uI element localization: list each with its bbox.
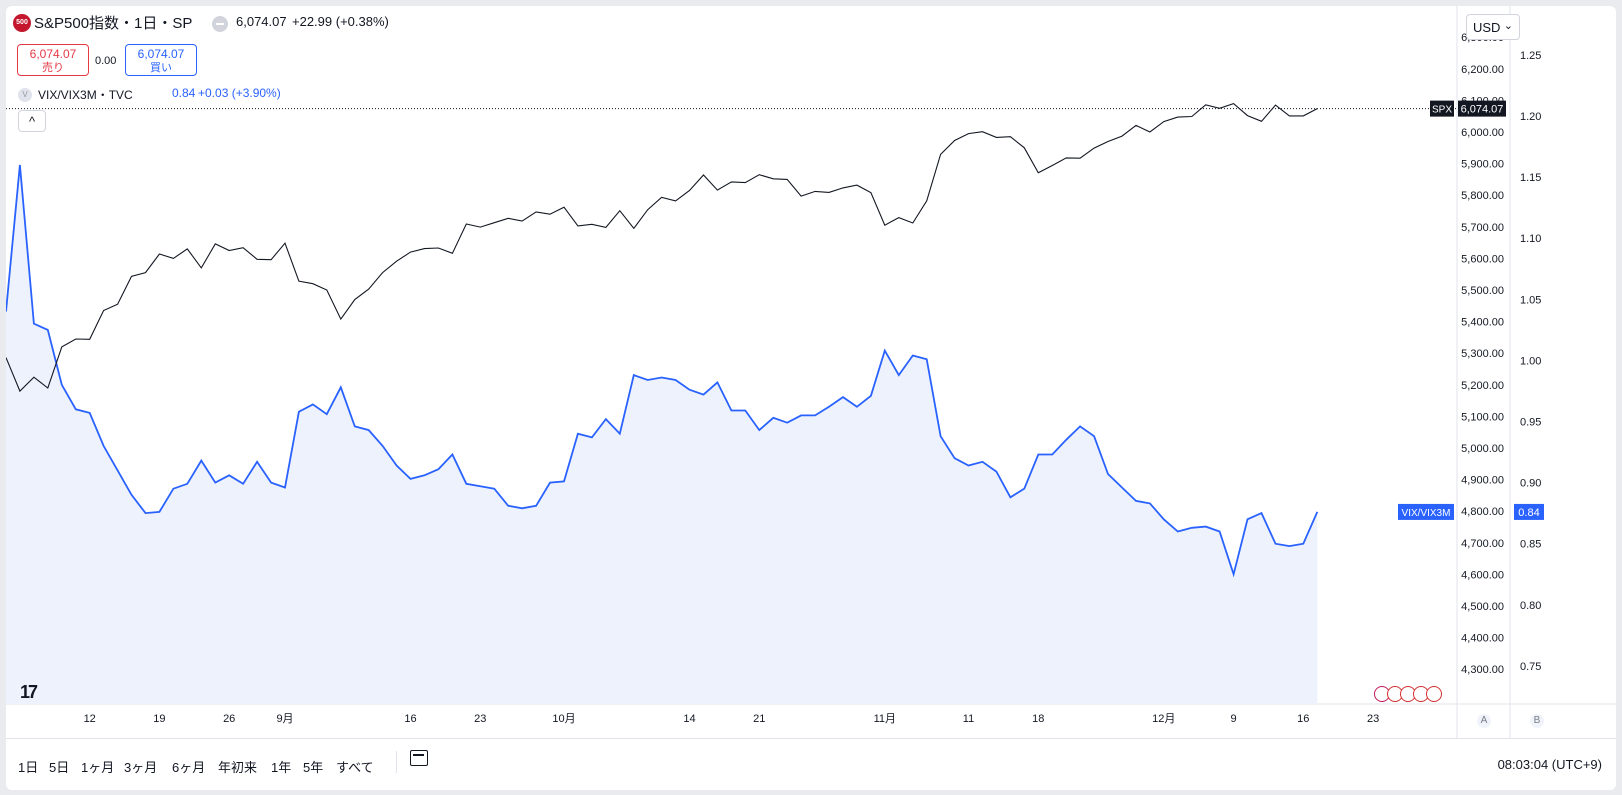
right-axis-tick-label: 1.25 xyxy=(1520,50,1541,62)
compare-change: +0.03 (+3.90%) xyxy=(198,86,281,100)
chevron-down-icon: ⌄ xyxy=(1503,20,1513,32)
x-axis-tick-label: 23 xyxy=(1367,713,1379,725)
x-axis-tick-label: 14 xyxy=(683,713,695,725)
left-axis-tick-label: 5,800.00 xyxy=(1461,190,1504,202)
right-axis-tick-label: 1.05 xyxy=(1520,294,1541,306)
left-axis-tick-label: 5,400.00 xyxy=(1461,317,1504,329)
right-axis-tick-label: 0.85 xyxy=(1520,539,1541,551)
x-axis-tick-label: 23 xyxy=(474,713,486,725)
spx-series-line xyxy=(6,102,1318,393)
vix-name-badge-label: VIX/VIX3M xyxy=(1402,508,1451,519)
left-axis-tick-label: 6,000.00 xyxy=(1461,127,1504,139)
last-price: 6,074.07 xyxy=(236,14,287,29)
buy-price: 6,074.07 xyxy=(137,47,185,61)
right-axis-tick-label: 0.80 xyxy=(1520,600,1541,612)
toolbar-divider xyxy=(396,751,397,773)
x-axis-tick-label: 16 xyxy=(1297,713,1309,725)
chart-window: 6,300.006,200.006,100.006,000.005,900.00… xyxy=(6,6,1616,790)
vix-value-badge xyxy=(1514,503,1544,520)
chart-canvas[interactable]: 6,300.006,200.006,100.006,000.005,900.00… xyxy=(6,6,1616,738)
left-axis-tick-label: 5,000.00 xyxy=(1461,443,1504,455)
x-axis-tick-label: 11 xyxy=(963,713,974,725)
axis-button-a[interactable]: A xyxy=(1477,714,1491,728)
left-axis-tick-label: 5,500.00 xyxy=(1461,285,1504,297)
range-button-8[interactable]: すべて xyxy=(336,760,374,775)
x-axis-tick-label: 12月 xyxy=(1152,713,1175,725)
x-axis-tick-label: 19 xyxy=(153,713,165,725)
compare-symbol-icon: V xyxy=(18,88,32,102)
symbol-logo-icon: 500 xyxy=(13,14,31,32)
right-axis-tick-label: 1.10 xyxy=(1520,233,1541,245)
range-button-2[interactable]: 1ヶ月 xyxy=(81,760,115,775)
left-axis-tick-label: 4,500.00 xyxy=(1461,601,1504,613)
compare-value: 0.84 xyxy=(172,86,196,100)
right-axis-tick-label: 1.15 xyxy=(1520,172,1541,184)
x-axis-tick-label: 21 xyxy=(753,713,765,725)
currency-label: USD xyxy=(1473,20,1501,35)
symbol-title[interactable]: S&P500指数・1日・SP xyxy=(34,15,193,32)
vix-series-line xyxy=(6,164,1319,578)
x-axis-tick-label: 9月 xyxy=(276,713,293,725)
left-axis-tick-label: 5,700.00 xyxy=(1461,222,1504,234)
left-axis-tick-label: 4,700.00 xyxy=(1461,538,1504,550)
collapse-legend-button[interactable]: ^ xyxy=(18,110,46,132)
range-button-6[interactable]: 1年 xyxy=(271,760,292,775)
left-axis-tick-label: 5,300.00 xyxy=(1461,348,1504,360)
clock[interactable]: 08:03:04 (UTC+9) xyxy=(1497,757,1602,772)
tradingview-logo-icon[interactable]: 17 xyxy=(20,682,38,702)
spx-price-badge xyxy=(1458,100,1506,117)
spx-name-badge-label: SPX xyxy=(1432,105,1452,116)
currency-select[interactable]: USD ⌄ xyxy=(1466,14,1520,40)
price-change: +22.99 (+0.38%) xyxy=(292,14,389,29)
range-button-1[interactable]: 5日 xyxy=(49,760,70,775)
spx-price-badge-label: 6,074.07 xyxy=(1461,104,1504,116)
vix-value-badge-label: 0.84 xyxy=(1518,507,1539,519)
sell-label: 売り xyxy=(42,62,64,74)
range-button-4[interactable]: 6ヶ月 xyxy=(172,760,206,775)
calendar-icon[interactable] xyxy=(410,750,428,766)
x-axis-tick-label: 11月 xyxy=(874,713,896,725)
vix-name-badge xyxy=(1398,503,1454,520)
buy-button[interactable]: 6,074.07 買い xyxy=(125,44,197,76)
left-axis-tick-label: 4,300.00 xyxy=(1461,664,1504,676)
us-flag-event-icon[interactable] xyxy=(1426,686,1442,702)
hide-eye-icon[interactable] xyxy=(212,16,228,32)
x-axis-tick-label: 9 xyxy=(1231,713,1237,725)
x-axis-tick-label: 18 xyxy=(1032,713,1044,725)
vix-area-fill xyxy=(6,164,1318,704)
left-axis-tick-label: 5,600.00 xyxy=(1461,253,1504,265)
range-button-7[interactable]: 5年 xyxy=(303,760,324,775)
sell-button[interactable]: 6,074.07 売り xyxy=(17,44,89,76)
left-axis-tick-label: 6,200.00 xyxy=(1461,64,1504,76)
left-axis-tick-label: 5,900.00 xyxy=(1461,159,1504,171)
axis-button-b[interactable]: B xyxy=(1530,714,1544,728)
left-axis-tick-label: 4,900.00 xyxy=(1461,475,1504,487)
spx-name-badge xyxy=(1430,100,1454,117)
x-axis-tick-label: 12 xyxy=(84,713,96,725)
left-axis-tick-label: 5,100.00 xyxy=(1461,411,1504,423)
right-axis-tick-label: 0.95 xyxy=(1520,417,1541,429)
spread-value: 0.00 xyxy=(95,55,117,67)
right-axis-tick-label: 1.20 xyxy=(1520,111,1541,123)
x-axis-tick-label: 16 xyxy=(404,713,416,725)
x-axis-tick-label: 26 xyxy=(223,713,235,725)
buy-label: 買い xyxy=(150,62,172,74)
compare-title[interactable]: VIX/VIX3M・TVC xyxy=(38,88,133,102)
left-axis-tick-label: 4,600.00 xyxy=(1461,569,1504,581)
sell-price: 6,074.07 xyxy=(29,47,77,61)
bottom-toolbar: 1日 5日 1ヶ月 3ヶ月 6ヶ月 年初来 1年 5年 すべて 08:03:04 (UTC+9) xyxy=(6,738,1616,790)
x-axis-tick-label: 10月 xyxy=(552,713,575,725)
range-button-5[interactable]: 年初来 xyxy=(218,760,258,775)
left-axis-tick-label: 5,200.00 xyxy=(1461,380,1504,392)
range-button-0[interactable]: 1日 xyxy=(18,760,39,775)
right-axis-tick-label: 0.90 xyxy=(1520,478,1541,490)
chevron-up-icon: ^ xyxy=(28,114,36,129)
right-axis-tick-label: 1.00 xyxy=(1520,355,1541,367)
left-axis-tick-label: 4,400.00 xyxy=(1461,633,1504,645)
right-axis-tick-label: 0.75 xyxy=(1520,661,1541,673)
left-axis-tick-label: 4,800.00 xyxy=(1461,506,1504,518)
range-button-3[interactable]: 3ヶ月 xyxy=(124,760,158,775)
